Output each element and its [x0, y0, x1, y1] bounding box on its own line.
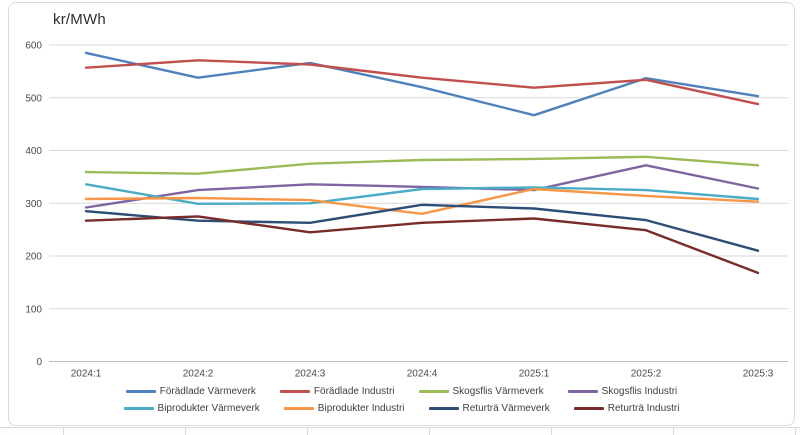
legend-line-marker — [123, 407, 154, 410]
legend-item-f-r-dlade-industri[interactable]: Förädlade Industri — [279, 386, 395, 397]
chart-legend: Förädlade Värmeverk Förädlade Industri Sko… — [9, 386, 794, 414]
x-axis-tick-label: 2025:3 — [743, 369, 774, 380]
legend-line-marker — [428, 407, 459, 410]
legend-item-returtr-industri[interactable]: Returträ Industri — [573, 403, 680, 414]
series-line-biprodukter-industri[interactable] — [84, 187, 760, 216]
x-axis-tick-label: 2024:1 — [71, 369, 102, 380]
series-line-returtr-industri[interactable] — [84, 215, 760, 275]
x-axis-tick-label: 2024:3 — [295, 369, 326, 380]
legend-item-skogsflis-v-rmeverk[interactable]: Skogsflis Värmeverk — [418, 386, 544, 397]
y-axis-tick-label: 200 — [25, 252, 42, 263]
x-axis-tick-label: 2025:1 — [519, 369, 550, 380]
x-axis-tick-label: 2025:2 — [631, 369, 662, 380]
legend-item-returtr-v-rmeverk[interactable]: Returträ Värmeverk — [428, 403, 550, 414]
legend-row: Förädlade Värmeverk Förädlade Industri Sko… — [125, 386, 678, 397]
legend-label: Returträ Värmeverk — [462, 403, 550, 414]
series-line-biprodukter-v-rmeverk[interactable] — [84, 183, 760, 206]
y-axis-tick-label: 400 — [25, 146, 42, 157]
x-axis-tick-label: 2024:4 — [407, 369, 438, 380]
legend-item-biprodukter-v-rmeverk[interactable]: Biprodukter Värmeverk — [123, 403, 260, 414]
series-line-returtr-v-rmeverk[interactable] — [84, 203, 760, 252]
legend-label: Skogsflis Industri — [601, 386, 678, 397]
legend-item-biprodukter-industri[interactable]: Biprodukter Industri — [283, 403, 405, 414]
legend-label: Biprodukter Industri — [317, 403, 405, 414]
chart-object[interactable]: kr/MWh 0 100 200 300 400 500 600 2024:1 2024:2 20… — [8, 2, 795, 426]
legend-label: Förädlade Värmeverk — [159, 386, 256, 397]
legend-label: Skogsflis Värmeverk — [452, 386, 544, 397]
spreadsheet-row-sliver — [0, 427, 800, 435]
series-line-f-r-dlade-v-rmeverk[interactable] — [84, 51, 760, 117]
legend-label: Returträ Industri — [607, 403, 680, 414]
y-axis-tick-label: 300 — [25, 199, 42, 210]
y-axis-tick-label: 100 — [25, 304, 42, 315]
legend-item-f-r-dlade-v-rmeverk[interactable]: Förädlade Värmeverk — [125, 386, 256, 397]
legend-label: Biprodukter Värmeverk — [157, 403, 260, 414]
series-line-f-r-dlade-industri[interactable] — [84, 59, 760, 106]
y-axis-tick-label: 500 — [25, 93, 42, 104]
y-axis-tick-label: 0 — [36, 357, 42, 368]
series-line-skogsflis-v-rmeverk[interactable] — [84, 155, 760, 175]
legend-line-marker — [279, 390, 310, 393]
chart-plot-area[interactable]: 0 100 200 300 400 500 600 2024:1 2024:2 2024:3 202… — [9, 3, 796, 428]
legend-line-marker — [567, 390, 598, 393]
series-line-skogsflis-industri[interactable] — [84, 164, 760, 209]
legend-item-skogsflis-industri[interactable]: Skogsflis Industri — [567, 386, 678, 397]
legend-row: Biprodukter Värmeverk Biprodukter Industr… — [123, 403, 680, 414]
chart-title: kr/MWh — [53, 11, 106, 28]
legend-line-marker — [573, 407, 604, 410]
legend-line-marker — [283, 407, 314, 410]
legend-label: Förädlade Industri — [313, 386, 395, 397]
y-axis-tick-label: 600 — [25, 41, 42, 52]
x-axis-tick-label: 2024:2 — [183, 369, 214, 380]
legend-line-marker — [418, 390, 449, 393]
legend-line-marker — [125, 390, 156, 393]
